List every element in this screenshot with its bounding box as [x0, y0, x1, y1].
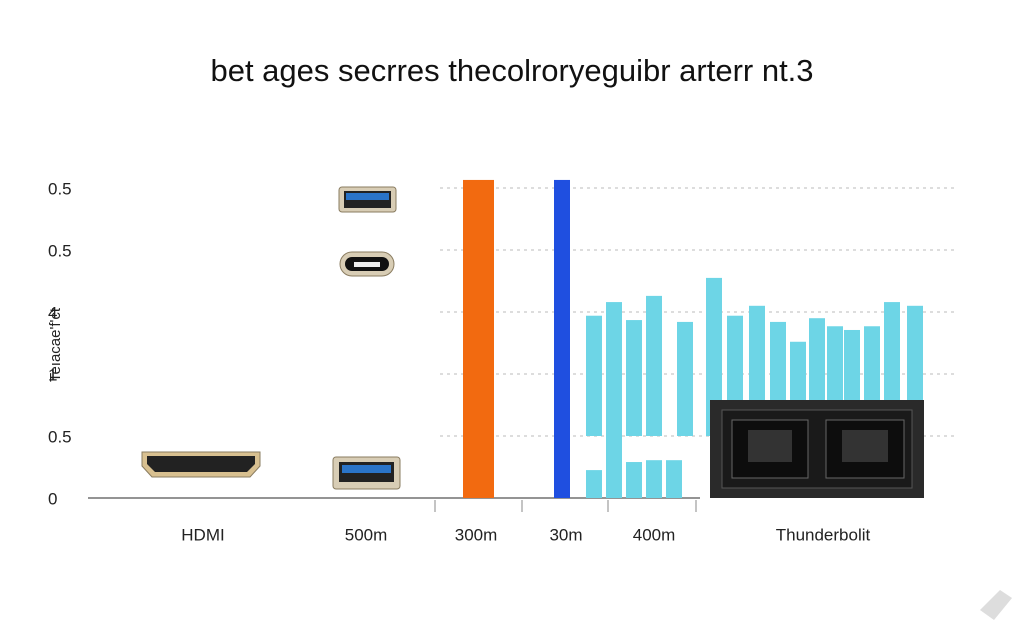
bar: [606, 302, 622, 498]
micro-usb-icon: [339, 251, 395, 277]
x-tick-label: 300m: [455, 525, 498, 544]
bar: [626, 320, 642, 436]
bar: [677, 321, 693, 436]
bar: [586, 315, 602, 436]
usb-icon: [332, 456, 401, 490]
bar: [554, 179, 570, 498]
y-axis-label: Teıacae'f'ct: [47, 307, 64, 382]
bar: [706, 277, 722, 436]
x-tick-label: 500m: [345, 525, 388, 544]
bar: [586, 470, 602, 498]
x-tick-label: HDMI: [181, 525, 224, 544]
y-tick-label: 0.5: [48, 427, 72, 446]
y-tick-label: 0: [48, 489, 57, 508]
bar: [646, 295, 662, 436]
y-tick-label: 0.5: [48, 179, 72, 198]
y-tick-label: 1: [48, 365, 57, 384]
watermark: [980, 590, 1012, 620]
chart-title: bet ages secrres thecolroryeguibr arterr…: [210, 53, 813, 88]
hdmi-icon: [141, 451, 261, 478]
bar: [626, 462, 642, 498]
usb-icon: [338, 186, 397, 213]
y-tick-label: 4: [48, 303, 57, 322]
ethernet-icon: [710, 400, 924, 498]
x-tick-label: Thunderbolit: [776, 525, 871, 544]
bar: [646, 460, 662, 498]
x-tick-label: 400m: [633, 525, 676, 544]
y-tick-label: 0.5: [48, 241, 72, 260]
bar: [666, 460, 682, 498]
x-tick-label: 30m: [549, 525, 582, 544]
bar: [463, 179, 494, 498]
